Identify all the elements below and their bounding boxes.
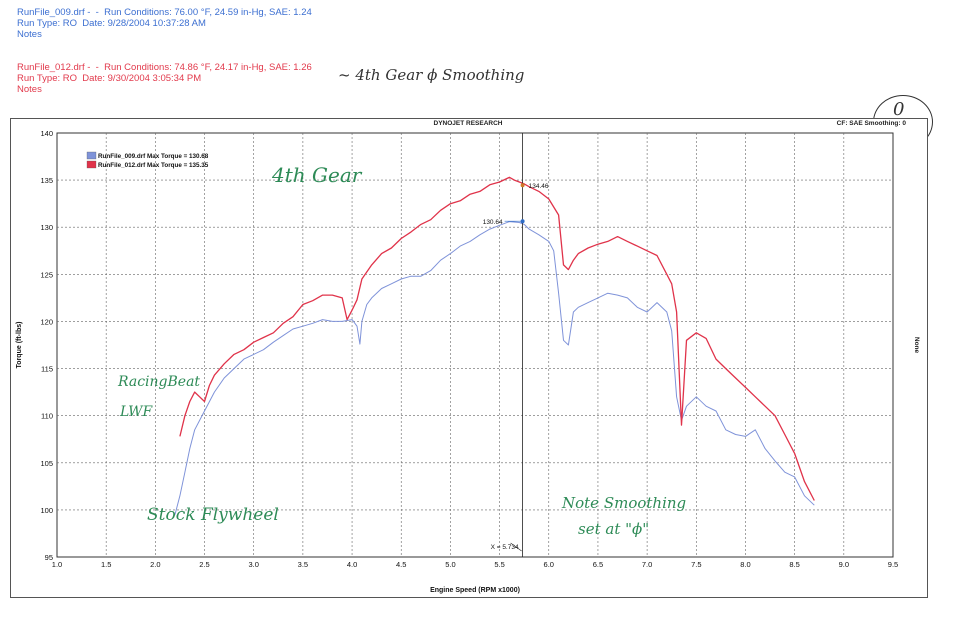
x-tick-label: 7.0 <box>642 560 652 569</box>
series-line-1 <box>174 221 815 515</box>
value-label: 130.64 <box>483 219 503 226</box>
x-tick-label: 6.0 <box>544 560 554 569</box>
legend-entry: RunFile_009.drf Max Torque = 130.68 <box>98 153 209 160</box>
y-tick-label: 135 <box>40 176 53 185</box>
x-tick-label: 2.5 <box>199 560 209 569</box>
y-tick-label: 140 <box>40 129 53 138</box>
run2-conditions: RunFile_012.drf - - Run Conditions: 74.8… <box>17 62 312 73</box>
x-tick-label: 3.5 <box>298 560 308 569</box>
right-axis-label: None <box>913 337 920 354</box>
y-tick-label: 95 <box>45 553 53 562</box>
corner-label: CF: SAE Smoothing: 0 <box>837 120 907 127</box>
legend-swatch <box>86 160 97 169</box>
run1-type-date: Run Type: RO Date: 9/28/2004 10:37:28 AM <box>17 18 206 29</box>
cursor-label: X = 5.734 <box>491 544 519 551</box>
x-tick-label: 1.5 <box>101 560 111 569</box>
x-tick-label: 8.5 <box>789 560 799 569</box>
x-tick-label: 4.5 <box>396 560 406 569</box>
handwritten-set-at: set at "ϕ" <box>578 520 649 538</box>
y-tick-label: 125 <box>40 270 53 279</box>
handwritten-lwf: LWF <box>119 404 153 420</box>
run2-type-date: Run Type: RO Date: 9/30/2004 3:05:34 PM <box>17 73 202 84</box>
x-axis-label: Engine Speed (RPM x1000) <box>430 587 520 594</box>
x-tick-label: 1.0 <box>52 560 62 569</box>
run1-notes: Notes <box>17 29 42 40</box>
cursor-pointer <box>510 542 522 552</box>
y-tick-label: 110 <box>41 412 53 421</box>
legend-entry: RunFile_012.drf Max Torque = 135.35 <box>98 162 209 169</box>
handwritten-circled-zero: 0 <box>893 99 904 120</box>
y-tick-label: 105 <box>40 459 53 468</box>
handwritten-stock-flywheel: Stock Flywheel <box>147 505 279 525</box>
y-tick-label: 100 <box>40 506 53 515</box>
chart-title: DYNOJET RESEARCH <box>434 120 503 127</box>
y-tick-label: 130 <box>40 223 53 232</box>
series-line-2 <box>179 176 815 501</box>
y-tick-label: 115 <box>41 365 53 374</box>
x-tick-label: 3.0 <box>248 560 258 569</box>
value-marker <box>520 183 525 188</box>
x-tick-label: 4.0 <box>347 560 357 569</box>
dyno-chart-frame <box>10 118 928 598</box>
handwritten-racingbeat: RacingBeat <box>117 374 200 390</box>
y-tick-label: 120 <box>40 317 53 326</box>
plot-area <box>56 132 894 558</box>
x-tick-label: 5.0 <box>445 560 455 569</box>
handwritten-gear-note: ~ 4th Gear ϕ Smoothing <box>338 66 525 84</box>
x-tick-label: 9.0 <box>839 560 849 569</box>
x-tick-label: 6.5 <box>593 560 603 569</box>
y-axis-label: Torque (ft-lbs) <box>16 322 23 369</box>
value-label: 134.46 <box>529 183 549 190</box>
x-tick-label: 5.5 <box>494 560 504 569</box>
handwritten-4th-gear: 4th Gear <box>271 163 363 187</box>
x-tick-label: 7.5 <box>691 560 701 569</box>
legend-swatch <box>86 151 97 160</box>
handwritten-note-smoothing: Note Smoothing <box>561 494 686 512</box>
x-tick-label: 9.5 <box>888 560 898 569</box>
x-tick-label: 2.0 <box>150 560 160 569</box>
run1-conditions: RunFile_009.drf - - Run Conditions: 76.0… <box>17 7 312 18</box>
x-tick-label: 8.0 <box>740 560 750 569</box>
run2-notes: Notes <box>17 84 42 95</box>
